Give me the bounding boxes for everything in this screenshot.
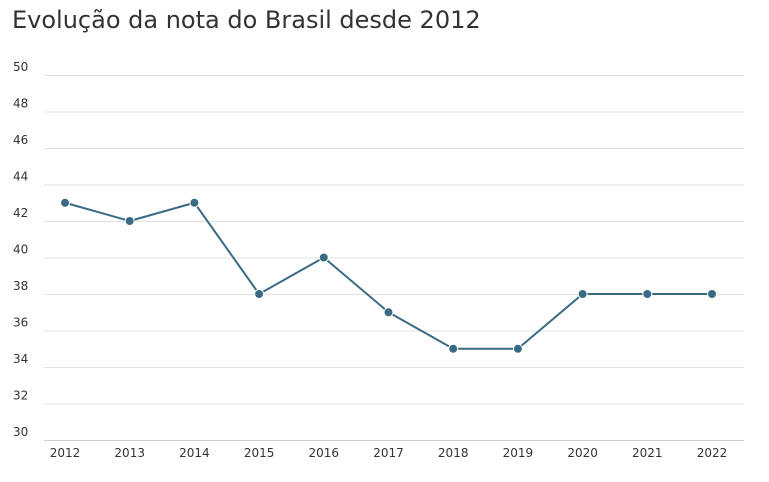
line-chart: 5048464442403836343230 2012 2013 2014 2015 2… xyxy=(0,0,769,482)
x-tick-label-2012: 2012 xyxy=(50,446,81,460)
data-point-2015 xyxy=(255,290,264,299)
y-tick-label-34: 34 xyxy=(13,352,28,366)
gridlines xyxy=(44,76,744,441)
y-tick-label-46: 46 xyxy=(13,133,28,147)
data-point-2021 xyxy=(643,290,652,299)
data-point-2016 xyxy=(319,253,328,262)
data-point-2014 xyxy=(190,198,199,207)
x-tick-label-2021: 2021 xyxy=(632,446,663,460)
y-tick-label-30: 30 xyxy=(13,425,28,439)
data-point-2012 xyxy=(61,198,70,207)
x-tick-label-2020: 2020 xyxy=(567,446,598,460)
y-tick-label-36: 36 xyxy=(13,316,28,330)
series-line-layer xyxy=(65,203,712,349)
data-point-2022 xyxy=(708,290,717,299)
data-point-2019 xyxy=(513,344,522,353)
y-tick-label-32: 32 xyxy=(13,389,28,403)
y-axis-tick-labels: 50 48 46 44 42 40 38 36 34 32 30 xyxy=(13,60,28,439)
y-tick-label-48: 48 xyxy=(13,97,28,111)
x-tick-label-2013: 2013 xyxy=(114,446,145,460)
x-tick-label-2022: 2022 xyxy=(697,446,728,460)
series-line-0 xyxy=(65,203,712,349)
x-axis-tick-labels: 2012 2013 2014 2015 2016 2017 2018 2019 2020 2021… xyxy=(50,446,728,460)
y-tick-label-50: 50 xyxy=(13,60,28,74)
y-tick-label-38: 38 xyxy=(13,279,28,293)
y-tick-label-44: 44 xyxy=(13,170,28,184)
x-tick-label-2019: 2019 xyxy=(503,446,534,460)
x-tick-label-2018: 2018 xyxy=(438,446,469,460)
data-point-2013 xyxy=(125,217,134,226)
x-tick-label-2014: 2014 xyxy=(179,446,210,460)
data-point-2018 xyxy=(449,344,458,353)
x-tick-label-2016: 2016 xyxy=(309,446,340,460)
data-point-2017 xyxy=(384,308,393,317)
data-point-2020 xyxy=(578,290,587,299)
x-tick-label-2017: 2017 xyxy=(373,446,404,460)
y-tick-label-42: 42 xyxy=(13,206,28,220)
x-tick-label-2015: 2015 xyxy=(244,446,275,460)
y-tick-label-40: 40 xyxy=(13,243,28,257)
